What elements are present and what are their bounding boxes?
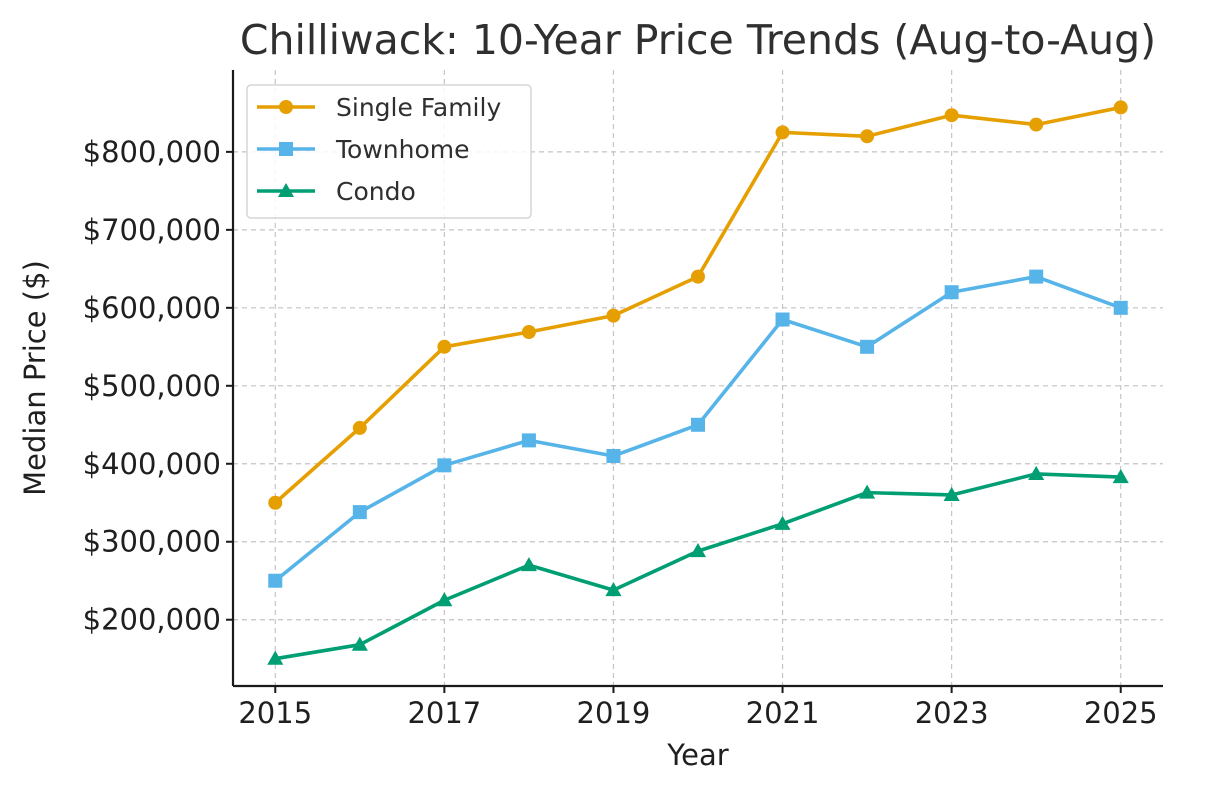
condo-point: [689, 543, 707, 558]
x-tick-label: 2025: [1084, 696, 1158, 730]
townhome-point: [691, 417, 705, 432]
axes: 2015 2017 2019 2021 2023 2025 $200,000 $300,000…: [83, 70, 1163, 730]
legend-item-townhome: Townhome: [257, 135, 469, 164]
legend-marker-townhome: [279, 142, 293, 156]
x-axis-label: Year: [666, 738, 728, 772]
x-tick-label: 2021: [746, 696, 820, 730]
single-family-point: [1113, 100, 1128, 115]
y-tick-label: $500,000: [83, 369, 221, 403]
single-family-point: [521, 324, 536, 339]
y-tick-label: $300,000: [83, 525, 221, 559]
condo-point: [605, 582, 622, 597]
legend-item-condo: Condo: [257, 177, 416, 206]
y-tick-label: $200,000: [83, 603, 221, 637]
condo-point: [1028, 465, 1045, 480]
townhome-point: [437, 458, 452, 473]
condo-point: [351, 636, 368, 651]
condo-point: [943, 486, 960, 501]
townhome-point: [352, 505, 367, 520]
single-family-point: [437, 339, 452, 354]
single-family-point: [1029, 117, 1044, 132]
legend-label-single-family: Single Family: [336, 93, 501, 122]
legend-item-single-family: Single Family: [257, 93, 501, 122]
townhome-point: [1113, 300, 1128, 315]
legend-marker-condo: [277, 182, 295, 198]
x-tick-label: 2017: [407, 696, 481, 730]
y-tick-label: $600,000: [83, 291, 221, 325]
series-single-family: [268, 100, 1128, 510]
condo-point: [859, 484, 876, 499]
y-tick-label: $800,000: [83, 135, 221, 169]
legend-box: [246, 84, 532, 219]
series-condo: [267, 465, 1129, 665]
townhome-point: [268, 573, 283, 588]
condo-point: [774, 515, 791, 530]
x-tick-label: 2015: [238, 696, 312, 730]
single-family-point: [606, 308, 621, 323]
legend-label-condo: Condo: [336, 177, 416, 206]
y-axis-label: Median Price ($): [18, 260, 52, 496]
townhome-point: [521, 433, 536, 448]
y-tick-label: $700,000: [83, 213, 221, 247]
townhome-point: [775, 312, 790, 327]
single-family-point: [352, 420, 367, 435]
condo-point: [267, 650, 284, 665]
single-family-point: [860, 129, 875, 144]
single-family-point: [944, 108, 959, 123]
condo-point: [436, 592, 453, 607]
series-townhome: [268, 269, 1128, 588]
townhome-point: [606, 448, 621, 463]
townhome-point: [944, 285, 959, 300]
condo-point: [1112, 468, 1129, 484]
chart-title: Chilliwack: 10-Year Price Trends (Aug-to…: [240, 16, 1156, 64]
townhome-point: [1029, 269, 1044, 284]
y-tick-label: $400,000: [83, 447, 221, 481]
single-family-point: [268, 495, 283, 510]
single-family-point: [775, 125, 790, 140]
single-family-point: [691, 269, 705, 284]
townhome-point: [860, 339, 875, 354]
condo-line: [274, 472, 1121, 661]
x-tick-label: 2023: [915, 696, 989, 730]
series-layer: [267, 100, 1129, 665]
legend-marker-single-family: [279, 100, 293, 114]
legend-label-townhome: Townhome: [335, 135, 469, 164]
condo-point: [520, 557, 537, 572]
legend: Single Family Townhome Condo: [246, 84, 532, 219]
x-tick-label: 2019: [577, 696, 651, 730]
